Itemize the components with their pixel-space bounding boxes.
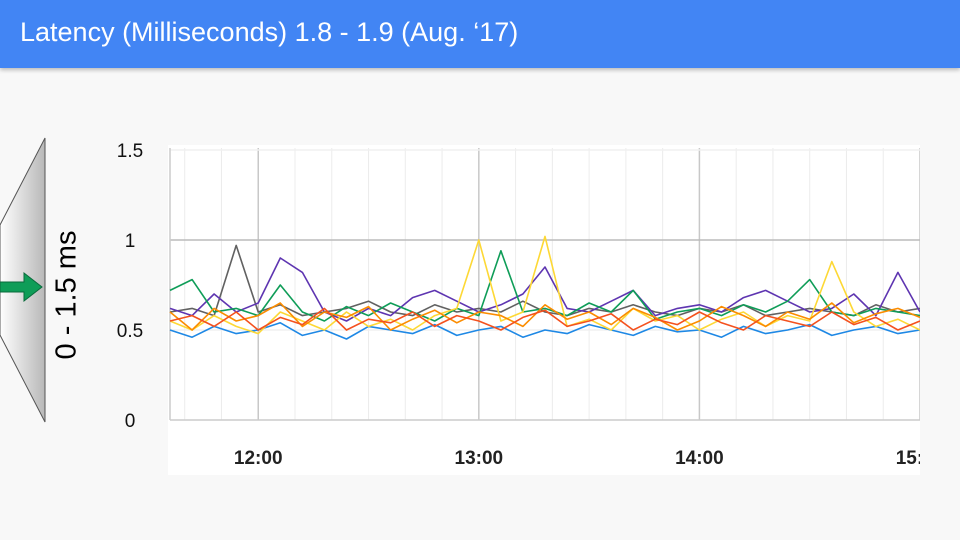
range-label: 0 - 1.5 ms [50,230,83,360]
series-line-2 [169,257,920,322]
y-tick-label: 0.5 [117,321,143,342]
x-tick-label: 12:00 [234,448,283,469]
series-line-3 [169,250,920,322]
series-line-6 [169,307,920,331]
series-line-1 [169,244,920,317]
x-tick-label: 15:00 [896,448,945,469]
y-tick-label: 1 [125,231,136,252]
slide-header: Latency (Milliseconds) 1.8 - 1.9 (Aug. ‘… [0,0,960,68]
arrow-right-icon [0,271,43,303]
series-line-5 [169,302,920,331]
y-tick-label: 1.5 [117,141,143,162]
y-tick-label: 0 [125,411,136,432]
slide-title: Latency (Milliseconds) 1.8 - 1.9 (Aug. ‘… [20,17,519,47]
x-tick-label: 13:00 [455,448,504,469]
series-line-0 [169,322,920,340]
x-tick-label: 14:00 [675,448,724,469]
zoom-trapezoid [0,137,46,423]
